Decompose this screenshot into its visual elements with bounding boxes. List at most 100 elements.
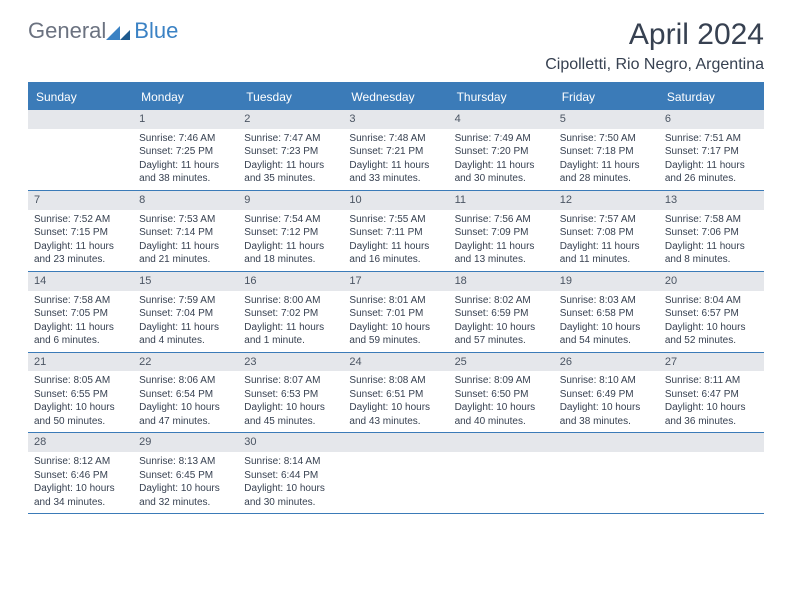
logo-triangle-icon — [106, 26, 130, 40]
daylight-text: Daylight: 10 hours and 40 minutes. — [455, 401, 548, 428]
day-number: 24 — [343, 353, 448, 372]
daylight-text: Daylight: 11 hours and 38 minutes. — [139, 159, 232, 186]
day-header-thursday: Thursday — [449, 84, 554, 110]
sunrise-text: Sunrise: 8:11 AM — [665, 374, 758, 388]
sunset-text: Sunset: 7:14 PM — [139, 226, 232, 240]
day-number: 28 — [28, 433, 133, 452]
day-number: 19 — [554, 272, 659, 291]
daylight-text: Daylight: 10 hours and 36 minutes. — [665, 401, 758, 428]
cell-body: Sunrise: 7:58 AMSunset: 7:06 PMDaylight:… — [659, 210, 764, 271]
week-row: 28Sunrise: 8:12 AMSunset: 6:46 PMDayligh… — [28, 433, 764, 514]
calendar-cell — [28, 110, 133, 190]
day-number — [554, 433, 659, 452]
week-row: 7Sunrise: 7:52 AMSunset: 7:15 PMDaylight… — [28, 191, 764, 272]
sunset-text: Sunset: 6:51 PM — [349, 388, 442, 402]
cell-body: Sunrise: 8:13 AMSunset: 6:45 PMDaylight:… — [133, 452, 238, 513]
day-number: 26 — [554, 353, 659, 372]
sunrise-text: Sunrise: 8:03 AM — [560, 294, 653, 308]
calendar-cell: 24Sunrise: 8:08 AMSunset: 6:51 PMDayligh… — [343, 353, 448, 433]
daylight-text: Daylight: 11 hours and 30 minutes. — [455, 159, 548, 186]
cell-body: Sunrise: 7:56 AMSunset: 7:09 PMDaylight:… — [449, 210, 554, 271]
cell-body: Sunrise: 8:11 AMSunset: 6:47 PMDaylight:… — [659, 371, 764, 432]
cell-body: Sunrise: 7:57 AMSunset: 7:08 PMDaylight:… — [554, 210, 659, 271]
sunset-text: Sunset: 6:54 PM — [139, 388, 232, 402]
sunrise-text: Sunrise: 7:51 AM — [665, 132, 758, 146]
sunrise-text: Sunrise: 8:06 AM — [139, 374, 232, 388]
day-number: 22 — [133, 353, 238, 372]
day-number: 30 — [238, 433, 343, 452]
daylight-text: Daylight: 11 hours and 18 minutes. — [244, 240, 337, 267]
daylight-text: Daylight: 11 hours and 6 minutes. — [34, 321, 127, 348]
calendar-cell: 20Sunrise: 8:04 AMSunset: 6:57 PMDayligh… — [659, 272, 764, 352]
calendar-cell: 1Sunrise: 7:46 AMSunset: 7:25 PMDaylight… — [133, 110, 238, 190]
sunset-text: Sunset: 6:53 PM — [244, 388, 337, 402]
calendar-cell: 9Sunrise: 7:54 AMSunset: 7:12 PMDaylight… — [238, 191, 343, 271]
sunset-text: Sunset: 7:05 PM — [34, 307, 127, 321]
sunrise-text: Sunrise: 8:09 AM — [455, 374, 548, 388]
cell-body: Sunrise: 8:04 AMSunset: 6:57 PMDaylight:… — [659, 291, 764, 352]
sunrise-text: Sunrise: 8:01 AM — [349, 294, 442, 308]
day-number: 27 — [659, 353, 764, 372]
calendar-cell: 15Sunrise: 7:59 AMSunset: 7:04 PMDayligh… — [133, 272, 238, 352]
day-number: 13 — [659, 191, 764, 210]
daylight-text: Daylight: 10 hours and 59 minutes. — [349, 321, 442, 348]
sunrise-text: Sunrise: 7:56 AM — [455, 213, 548, 227]
day-number: 23 — [238, 353, 343, 372]
calendar-cell: 29Sunrise: 8:13 AMSunset: 6:45 PMDayligh… — [133, 433, 238, 513]
cell-body: Sunrise: 8:02 AMSunset: 6:59 PMDaylight:… — [449, 291, 554, 352]
daylight-text: Daylight: 11 hours and 21 minutes. — [139, 240, 232, 267]
daylight-text: Daylight: 11 hours and 35 minutes. — [244, 159, 337, 186]
sunrise-text: Sunrise: 8:08 AM — [349, 374, 442, 388]
calendar-cell: 22Sunrise: 8:06 AMSunset: 6:54 PMDayligh… — [133, 353, 238, 433]
sunrise-text: Sunrise: 8:04 AM — [665, 294, 758, 308]
calendar-cell: 17Sunrise: 8:01 AMSunset: 7:01 PMDayligh… — [343, 272, 448, 352]
logo-text-blue: Blue — [134, 18, 178, 44]
cell-body: Sunrise: 8:03 AMSunset: 6:58 PMDaylight:… — [554, 291, 659, 352]
calendar-cell: 8Sunrise: 7:53 AMSunset: 7:14 PMDaylight… — [133, 191, 238, 271]
month-title: April 2024 — [545, 18, 764, 52]
logo-text-general: General — [28, 18, 106, 44]
sunrise-text: Sunrise: 8:07 AM — [244, 374, 337, 388]
sunset-text: Sunset: 7:04 PM — [139, 307, 232, 321]
day-number — [449, 433, 554, 452]
day-number — [28, 110, 133, 129]
calendar-cell: 11Sunrise: 7:56 AMSunset: 7:09 PMDayligh… — [449, 191, 554, 271]
daylight-text: Daylight: 11 hours and 26 minutes. — [665, 159, 758, 186]
day-header-saturday: Saturday — [659, 84, 764, 110]
sunrise-text: Sunrise: 7:58 AM — [34, 294, 127, 308]
cell-body: Sunrise: 8:14 AMSunset: 6:44 PMDaylight:… — [238, 452, 343, 513]
sunset-text: Sunset: 6:46 PM — [34, 469, 127, 483]
sunset-text: Sunset: 7:23 PM — [244, 145, 337, 159]
sunset-text: Sunset: 6:55 PM — [34, 388, 127, 402]
daylight-text: Daylight: 10 hours and 50 minutes. — [34, 401, 127, 428]
sunset-text: Sunset: 7:09 PM — [455, 226, 548, 240]
day-number: 7 — [28, 191, 133, 210]
sunset-text: Sunset: 7:17 PM — [665, 145, 758, 159]
daylight-text: Daylight: 11 hours and 23 minutes. — [34, 240, 127, 267]
daylight-text: Daylight: 10 hours and 47 minutes. — [139, 401, 232, 428]
daylight-text: Daylight: 10 hours and 38 minutes. — [560, 401, 653, 428]
calendar-cell: 14Sunrise: 7:58 AMSunset: 7:05 PMDayligh… — [28, 272, 133, 352]
sunset-text: Sunset: 6:49 PM — [560, 388, 653, 402]
calendar-cell: 16Sunrise: 8:00 AMSunset: 7:02 PMDayligh… — [238, 272, 343, 352]
calendar-cell: 3Sunrise: 7:48 AMSunset: 7:21 PMDaylight… — [343, 110, 448, 190]
sunset-text: Sunset: 6:50 PM — [455, 388, 548, 402]
sunset-text: Sunset: 7:12 PM — [244, 226, 337, 240]
day-header-tuesday: Tuesday — [238, 84, 343, 110]
daylight-text: Daylight: 10 hours and 57 minutes. — [455, 321, 548, 348]
calendar-cell: 30Sunrise: 8:14 AMSunset: 6:44 PMDayligh… — [238, 433, 343, 513]
daylight-text: Daylight: 11 hours and 33 minutes. — [349, 159, 442, 186]
cell-body: Sunrise: 8:00 AMSunset: 7:02 PMDaylight:… — [238, 291, 343, 352]
sunset-text: Sunset: 7:21 PM — [349, 145, 442, 159]
day-number — [343, 433, 448, 452]
sunrise-text: Sunrise: 7:50 AM — [560, 132, 653, 146]
sunset-text: Sunset: 7:11 PM — [349, 226, 442, 240]
cell-body: Sunrise: 8:12 AMSunset: 6:46 PMDaylight:… — [28, 452, 133, 513]
cell-body: Sunrise: 8:06 AMSunset: 6:54 PMDaylight:… — [133, 371, 238, 432]
daylight-text: Daylight: 10 hours and 45 minutes. — [244, 401, 337, 428]
daylight-text: Daylight: 10 hours and 52 minutes. — [665, 321, 758, 348]
title-block: April 2024 Cipolletti, Rio Negro, Argent… — [545, 18, 764, 74]
day-number: 4 — [449, 110, 554, 129]
cell-body: Sunrise: 7:49 AMSunset: 7:20 PMDaylight:… — [449, 129, 554, 190]
sunrise-text: Sunrise: 8:12 AM — [34, 455, 127, 469]
